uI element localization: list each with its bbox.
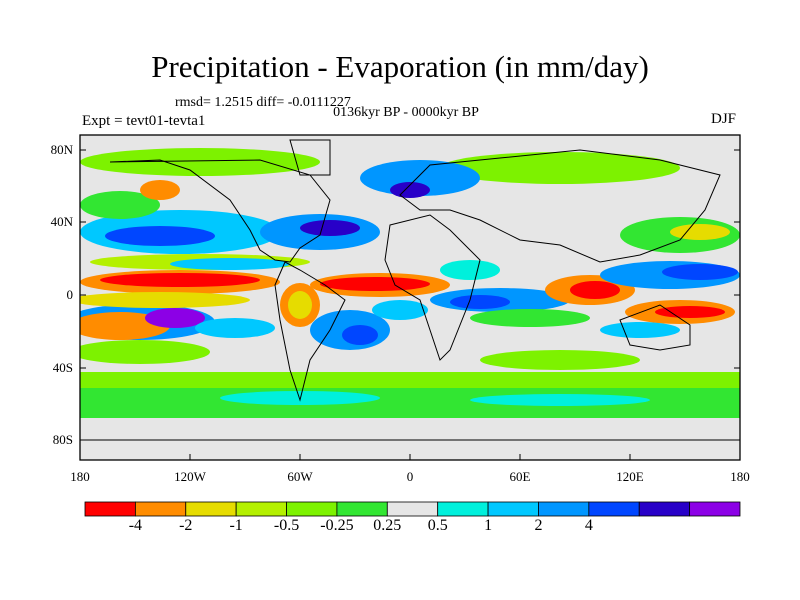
axis-ticks (80, 149, 740, 460)
lon-label-60w: 60W (287, 469, 313, 484)
colorbar-swatch (538, 501, 590, 517)
colorbar-tick-label: -0.5 (273, 517, 300, 534)
colorbar-swatch (487, 501, 539, 517)
rmsd-diff-label: rmsd= 1.2515 diff= -0.0111227 (175, 95, 351, 110)
lon-label-180w: 180 (70, 469, 90, 484)
lon-label-0: 0 (406, 469, 414, 484)
field-patch (170, 258, 290, 270)
lon-label-120w: 120W (174, 469, 206, 484)
field-patch (320, 277, 430, 291)
field-patch (670, 224, 730, 240)
field-patch (600, 322, 680, 338)
field-patch (570, 281, 620, 299)
field-patch (372, 300, 428, 320)
field-patch (140, 180, 180, 200)
lat-label-80s: 80S (52, 432, 73, 447)
field-patch (80, 292, 250, 308)
colorbar-swatch (336, 501, 388, 517)
field-patch (145, 308, 205, 328)
field-patch (342, 325, 378, 345)
colorbar-tick-label: -0.25 (320, 517, 354, 534)
eurasia-coast (399, 149, 721, 263)
field-patch (662, 264, 738, 280)
colorbar-tick-label: 4 (584, 517, 593, 534)
greenland-coast (289, 139, 331, 176)
field-patch (360, 160, 480, 196)
field-patch (80, 340, 210, 364)
lat-label-40s: 40S (52, 360, 73, 375)
field-patch (440, 152, 680, 184)
colorbar-swatch (689, 501, 741, 517)
coastlines (80, 139, 740, 441)
field-patch (195, 318, 275, 338)
colorbar-tick-label: 0.5 (427, 517, 448, 534)
colorbar-tick-label: 1 (484, 517, 493, 534)
field-patch (288, 291, 312, 319)
africa-coast (384, 214, 481, 361)
season-label: DJF (711, 111, 737, 127)
field-patch (390, 182, 430, 198)
south-america-coast (274, 261, 346, 402)
field-patch (470, 394, 650, 406)
map-field (80, 135, 740, 460)
colorbar-swatch (386, 501, 439, 517)
lat-label-40n: 40N (50, 214, 73, 229)
field-patch (100, 273, 260, 287)
colorbar-tick-label: 0.25 (373, 517, 402, 534)
figure-title: Precipitation - Evaporation (in mm/day) (151, 49, 649, 84)
field-patch (105, 226, 215, 246)
experiment-label: Expt = tevt01-tevta1 (82, 113, 206, 129)
colorbar-tick-label: -2 (179, 517, 193, 534)
lat-label-0: 0 (66, 287, 74, 302)
colorbar-swatch (235, 501, 287, 517)
field-patch (440, 260, 500, 280)
field-patch (655, 306, 725, 318)
period-label: 0136kyr BP - 0000kyr BP (333, 105, 479, 120)
colorbar-swatch (286, 501, 338, 517)
colorbar-swatch (134, 501, 187, 517)
colorbar-tick-label: 2 (534, 517, 543, 534)
colorbar-swatch (588, 501, 640, 517)
colorbar-tick-label: -1 (229, 517, 243, 534)
colorbar-swatch (638, 501, 691, 517)
field-patch (80, 191, 160, 219)
field-patch (300, 220, 360, 236)
colorbar-swatch (185, 501, 237, 517)
lat-label-80n: 80N (50, 142, 73, 157)
australia-coast (619, 304, 691, 351)
lon-label-120e: 120E (616, 469, 644, 484)
colorbar-swatch (437, 501, 489, 517)
field-patch (470, 309, 590, 327)
north-america-coast (109, 159, 331, 263)
colorbar-tick-label: -4 (128, 517, 143, 534)
lon-label-180e: 180 (730, 469, 750, 484)
colorbar-swatch (84, 501, 136, 517)
southern-ocean-band-edge (80, 372, 740, 388)
field-patch (80, 148, 320, 176)
field-patch (450, 295, 510, 309)
field-patch (480, 350, 640, 370)
lon-label-60e: 60E (509, 469, 531, 484)
